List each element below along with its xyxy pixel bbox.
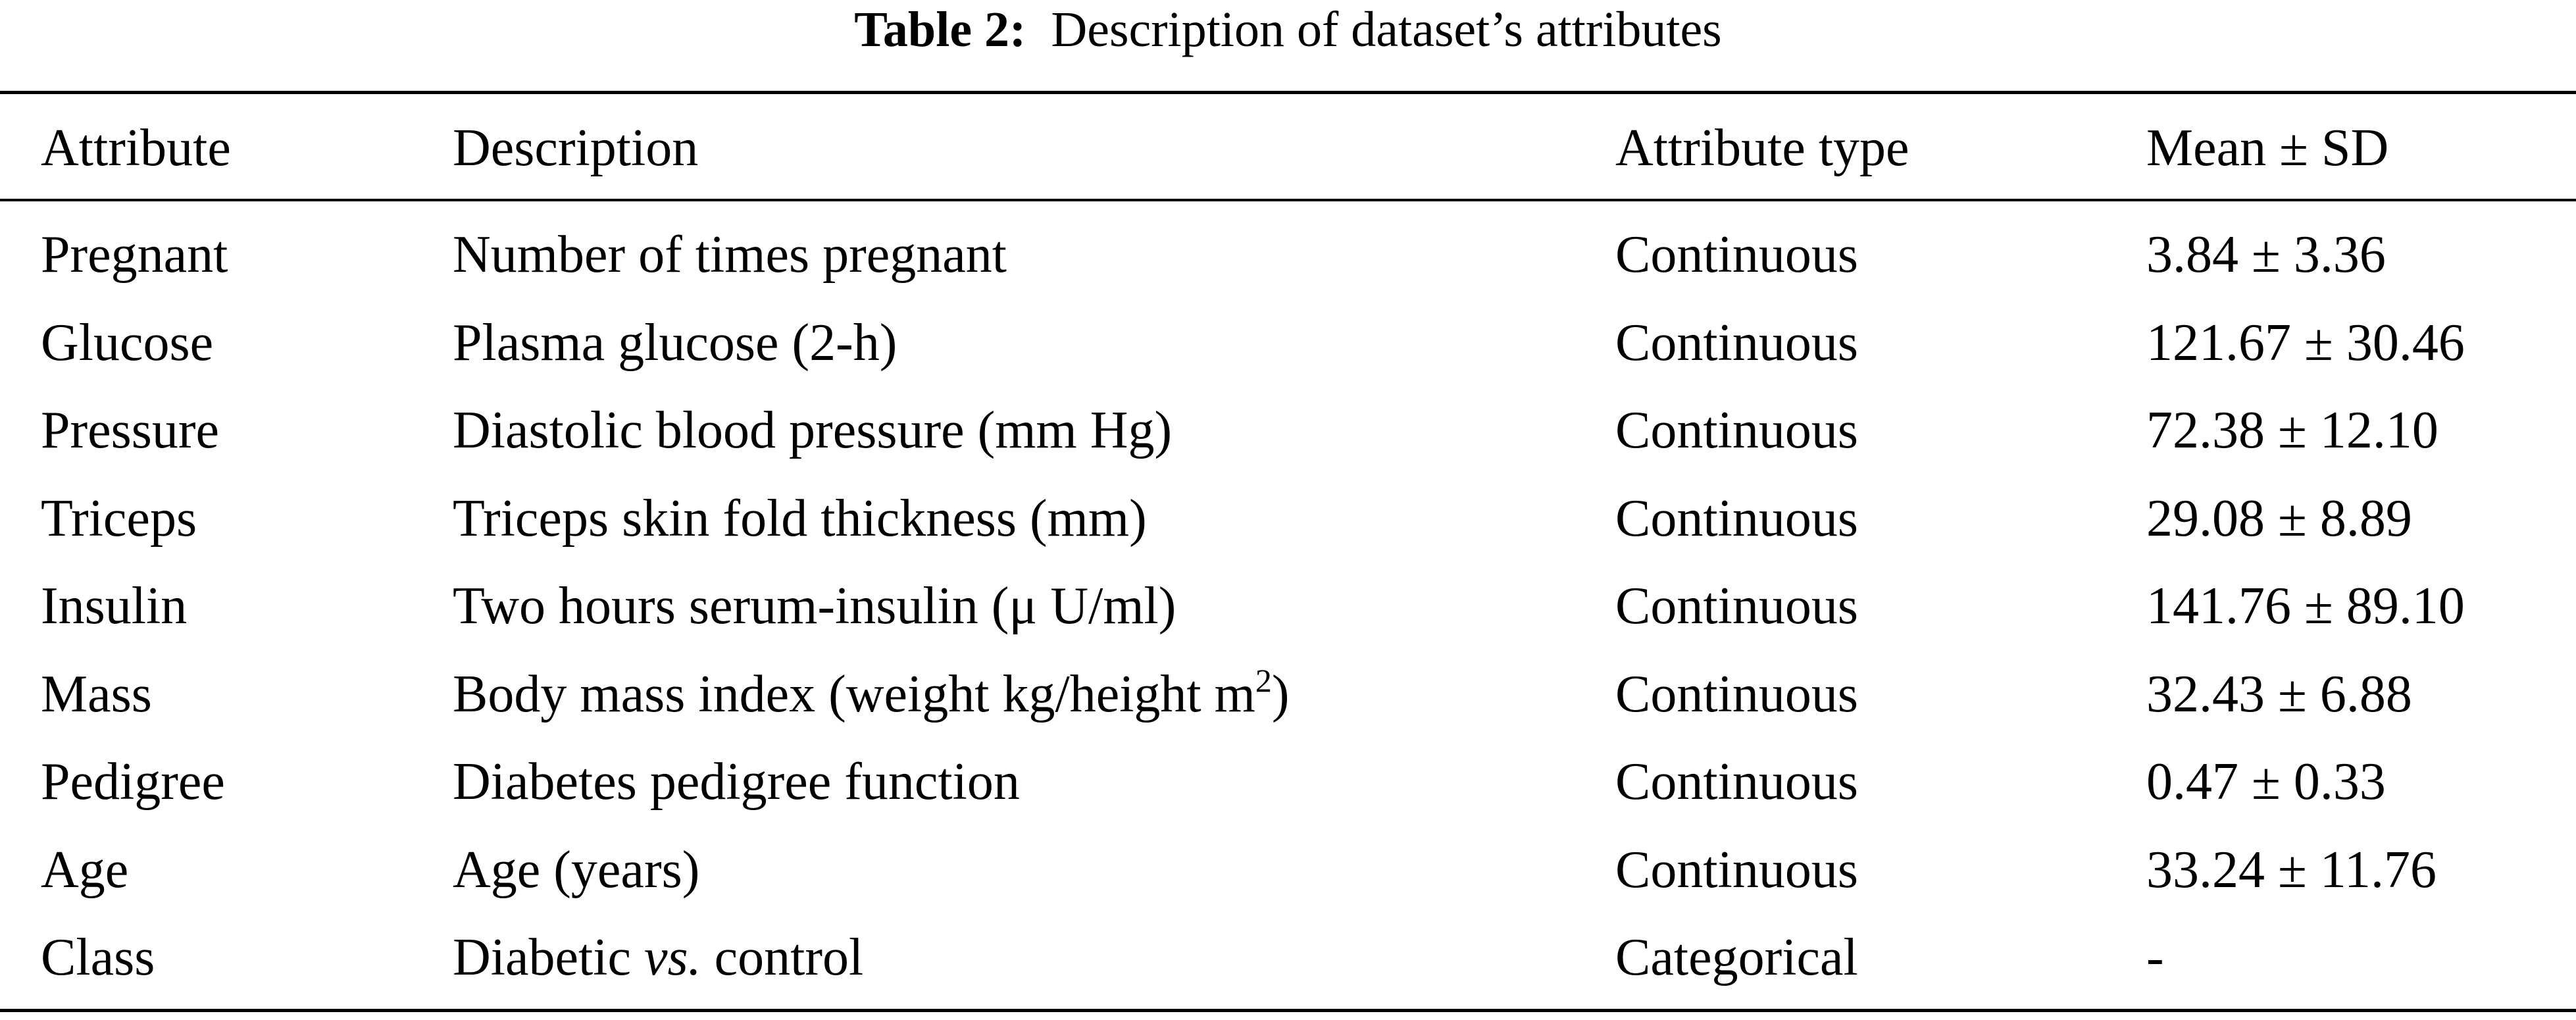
- table-cell: Continuous: [1615, 665, 1858, 723]
- table-cell: Number of times pregnant: [453, 226, 1007, 284]
- cell-part: ): [1271, 665, 1290, 723]
- table-cell: Class: [41, 929, 155, 986]
- cell-part: control: [701, 929, 864, 986]
- header-rule: [0, 199, 2576, 201]
- table-cell: 0.47 ± 0.33: [2146, 753, 2386, 811]
- table-cell: -: [2146, 929, 2164, 986]
- table-cell: Continuous: [1615, 840, 1858, 899]
- table-cell: Continuous: [1615, 577, 1858, 635]
- table-cell: 33.24 ± 11.76: [2146, 840, 2437, 899]
- table-cell: Mass: [41, 665, 152, 723]
- table-title: Table 2: Description of dataset’s attrib…: [0, 0, 2576, 59]
- table-cell: Body mass index (weight kg/height m2): [453, 661, 1290, 727]
- table-cell: Pedigree: [41, 753, 225, 811]
- table-label: Table 2:: [854, 2, 1026, 57]
- table-cell: Continuous: [1615, 226, 1858, 284]
- table-cell: 32.43 ± 6.88: [2146, 665, 2412, 723]
- table-cell: Plasma glucose (2-h): [453, 313, 897, 372]
- table-cell: Age: [41, 840, 129, 899]
- table-cell: Pressure: [41, 401, 220, 459]
- bottom-rule: [0, 1009, 2576, 1012]
- table-cell: Diabetes pedigree function: [453, 753, 1020, 811]
- table-cell: Continuous: [1615, 489, 1858, 548]
- cell-part: Body mass index (weight kg/height m: [453, 665, 1255, 723]
- table-cell: Continuous: [1615, 753, 1858, 811]
- table-cell: Continuous: [1615, 401, 1858, 459]
- header-cell: Description: [453, 119, 699, 177]
- table-cell: Categorical: [1615, 929, 1858, 986]
- table-cell: 141.76 ± 89.10: [2146, 577, 2465, 635]
- table-cell: Triceps: [41, 489, 197, 548]
- table-cell: Triceps skin fold thickness (mm): [453, 489, 1147, 548]
- table-cell: Age (years): [453, 840, 700, 899]
- table-caption: Description of dataset’s attributes: [1051, 2, 1722, 57]
- table-cell: Continuous: [1615, 313, 1858, 372]
- top-rule: [0, 91, 2576, 94]
- header-cell: Mean ± SD: [2146, 119, 2389, 177]
- table-cell: Insulin: [41, 577, 188, 635]
- table-cell: Glucose: [41, 313, 214, 372]
- header-cell: Attribute type: [1615, 119, 1909, 177]
- table-cell: Diastolic blood pressure (mm Hg): [453, 401, 1173, 459]
- cell-part: Diabetic: [453, 929, 644, 986]
- header-cell: Attribute: [41, 119, 231, 177]
- cell-part: 2: [1255, 661, 1272, 699]
- table-cell: 121.67 ± 30.46: [2146, 313, 2465, 372]
- cell-part: vs.: [644, 929, 701, 986]
- table-cell: Two hours serum-insulin (μ U/ml): [453, 577, 1176, 635]
- table-cell: Diabetic vs. control: [453, 925, 863, 990]
- table-cell: Pregnant: [41, 226, 228, 284]
- table-cell: 72.38 ± 12.10: [2146, 401, 2438, 459]
- table-cell: 29.08 ± 8.89: [2146, 489, 2412, 548]
- table-cell: 3.84 ± 3.36: [2146, 226, 2386, 284]
